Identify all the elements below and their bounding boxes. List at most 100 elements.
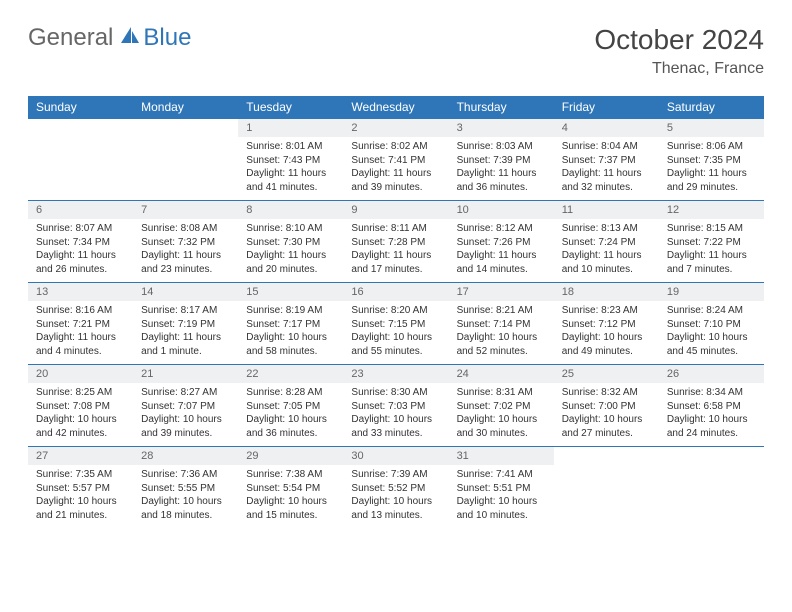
daylight-text: Daylight: 11 hours and 14 minutes. — [457, 249, 546, 276]
daylight-text: Daylight: 10 hours and 18 minutes. — [141, 495, 230, 522]
day-content-cell: Sunrise: 8:23 AMSunset: 7:12 PMDaylight:… — [554, 301, 659, 365]
sunrise-text: Sunrise: 8:11 AM — [351, 222, 440, 236]
sunrise-text: Sunrise: 8:10 AM — [246, 222, 335, 236]
sunset-text: Sunset: 7:22 PM — [667, 236, 756, 250]
day-number-cell: 28 — [133, 447, 238, 466]
day-content-row: Sunrise: 8:16 AMSunset: 7:21 PMDaylight:… — [28, 301, 764, 365]
day-content-cell: Sunrise: 8:04 AMSunset: 7:37 PMDaylight:… — [554, 137, 659, 201]
day-content-cell: Sunrise: 8:01 AMSunset: 7:43 PMDaylight:… — [238, 137, 343, 201]
day-number-cell — [28, 119, 133, 138]
sunset-text: Sunset: 7:24 PM — [562, 236, 651, 250]
day-content-cell: Sunrise: 8:27 AMSunset: 7:07 PMDaylight:… — [133, 383, 238, 447]
day-content-cell: Sunrise: 8:10 AMSunset: 7:30 PMDaylight:… — [238, 219, 343, 283]
day-number-cell: 7 — [133, 201, 238, 220]
day-number-row: 2728293031 — [28, 447, 764, 466]
sunset-text: Sunset: 5:54 PM — [246, 482, 335, 496]
day-content-cell: Sunrise: 8:21 AMSunset: 7:14 PMDaylight:… — [449, 301, 554, 365]
day-content-cell — [554, 465, 659, 528]
day-number-cell: 3 — [449, 119, 554, 138]
calendar-table: SundayMondayTuesdayWednesdayThursdayFrid… — [28, 96, 764, 528]
day-number-cell: 20 — [28, 365, 133, 384]
weekday-header: Wednesday — [343, 96, 448, 119]
daylight-text: Daylight: 10 hours and 15 minutes. — [246, 495, 335, 522]
sunrise-text: Sunrise: 8:28 AM — [246, 386, 335, 400]
sunset-text: Sunset: 7:02 PM — [457, 400, 546, 414]
daylight-text: Daylight: 11 hours and 7 minutes. — [667, 249, 756, 276]
sunrise-text: Sunrise: 7:35 AM — [36, 468, 125, 482]
sunset-text: Sunset: 7:15 PM — [351, 318, 440, 332]
day-number-cell: 31 — [449, 447, 554, 466]
location: Thenac, France — [594, 60, 764, 78]
day-content-cell — [659, 465, 764, 528]
day-number-cell: 16 — [343, 283, 448, 302]
daylight-text: Daylight: 11 hours and 32 minutes. — [562, 167, 651, 194]
day-number-cell: 25 — [554, 365, 659, 384]
daylight-text: Daylight: 11 hours and 41 minutes. — [246, 167, 335, 194]
sunset-text: Sunset: 7:00 PM — [562, 400, 651, 414]
sunrise-text: Sunrise: 8:07 AM — [36, 222, 125, 236]
sunrise-text: Sunrise: 8:08 AM — [141, 222, 230, 236]
weekday-header: Thursday — [449, 96, 554, 119]
day-content-row: Sunrise: 8:07 AMSunset: 7:34 PMDaylight:… — [28, 219, 764, 283]
daylight-text: Daylight: 10 hours and 33 minutes. — [351, 413, 440, 440]
daylight-text: Daylight: 11 hours and 20 minutes. — [246, 249, 335, 276]
daylight-text: Daylight: 10 hours and 58 minutes. — [246, 331, 335, 358]
daylight-text: Daylight: 10 hours and 13 minutes. — [351, 495, 440, 522]
sunset-text: Sunset: 7:39 PM — [457, 154, 546, 168]
brand-logo: General Blue — [28, 24, 191, 52]
day-content-cell: Sunrise: 7:39 AMSunset: 5:52 PMDaylight:… — [343, 465, 448, 528]
daylight-text: Daylight: 11 hours and 36 minutes. — [457, 167, 546, 194]
day-number-cell: 27 — [28, 447, 133, 466]
sunrise-text: Sunrise: 8:31 AM — [457, 386, 546, 400]
sunset-text: Sunset: 7:19 PM — [141, 318, 230, 332]
day-number-cell: 10 — [449, 201, 554, 220]
daylight-text: Daylight: 11 hours and 26 minutes. — [36, 249, 125, 276]
day-content-cell: Sunrise: 8:30 AMSunset: 7:03 PMDaylight:… — [343, 383, 448, 447]
day-number-cell: 21 — [133, 365, 238, 384]
day-content-cell: Sunrise: 8:32 AMSunset: 7:00 PMDaylight:… — [554, 383, 659, 447]
day-content-row: Sunrise: 8:01 AMSunset: 7:43 PMDaylight:… — [28, 137, 764, 201]
sunset-text: Sunset: 7:03 PM — [351, 400, 440, 414]
sunrise-text: Sunrise: 7:36 AM — [141, 468, 230, 482]
title-block: October 2024 Thenac, France — [594, 24, 764, 78]
day-content-cell: Sunrise: 8:16 AMSunset: 7:21 PMDaylight:… — [28, 301, 133, 365]
brand-part1: General — [28, 24, 113, 52]
sunset-text: Sunset: 5:52 PM — [351, 482, 440, 496]
sunset-text: Sunset: 7:35 PM — [667, 154, 756, 168]
day-number-cell: 30 — [343, 447, 448, 466]
day-number-cell: 23 — [343, 365, 448, 384]
weekday-header: Monday — [133, 96, 238, 119]
day-content-cell: Sunrise: 8:24 AMSunset: 7:10 PMDaylight:… — [659, 301, 764, 365]
day-number-cell: 15 — [238, 283, 343, 302]
sunset-text: Sunset: 7:07 PM — [141, 400, 230, 414]
sunset-text: Sunset: 7:10 PM — [667, 318, 756, 332]
day-number-cell: 18 — [554, 283, 659, 302]
day-content-cell: Sunrise: 8:20 AMSunset: 7:15 PMDaylight:… — [343, 301, 448, 365]
day-number-cell: 13 — [28, 283, 133, 302]
sunrise-text: Sunrise: 8:16 AM — [36, 304, 125, 318]
daylight-text: Daylight: 11 hours and 4 minutes. — [36, 331, 125, 358]
daylight-text: Daylight: 10 hours and 55 minutes. — [351, 331, 440, 358]
sunrise-text: Sunrise: 8:19 AM — [246, 304, 335, 318]
daylight-text: Daylight: 10 hours and 30 minutes. — [457, 413, 546, 440]
day-content-cell: Sunrise: 8:19 AMSunset: 7:17 PMDaylight:… — [238, 301, 343, 365]
sunset-text: Sunset: 7:37 PM — [562, 154, 651, 168]
sunrise-text: Sunrise: 8:30 AM — [351, 386, 440, 400]
sunset-text: Sunset: 7:12 PM — [562, 318, 651, 332]
daylight-text: Daylight: 11 hours and 39 minutes. — [351, 167, 440, 194]
day-number-cell: 4 — [554, 119, 659, 138]
day-number-cell: 17 — [449, 283, 554, 302]
day-number-row: 13141516171819 — [28, 283, 764, 302]
day-number-cell: 19 — [659, 283, 764, 302]
day-number-cell: 5 — [659, 119, 764, 138]
sunrise-text: Sunrise: 8:24 AM — [667, 304, 756, 318]
daylight-text: Daylight: 10 hours and 24 minutes. — [667, 413, 756, 440]
weekday-header: Friday — [554, 96, 659, 119]
sunrise-text: Sunrise: 8:12 AM — [457, 222, 546, 236]
sunrise-text: Sunrise: 7:41 AM — [457, 468, 546, 482]
day-number-cell: 12 — [659, 201, 764, 220]
day-content-cell: Sunrise: 8:08 AMSunset: 7:32 PMDaylight:… — [133, 219, 238, 283]
sunset-text: Sunset: 7:28 PM — [351, 236, 440, 250]
weekday-header: Saturday — [659, 96, 764, 119]
sunrise-text: Sunrise: 8:17 AM — [141, 304, 230, 318]
